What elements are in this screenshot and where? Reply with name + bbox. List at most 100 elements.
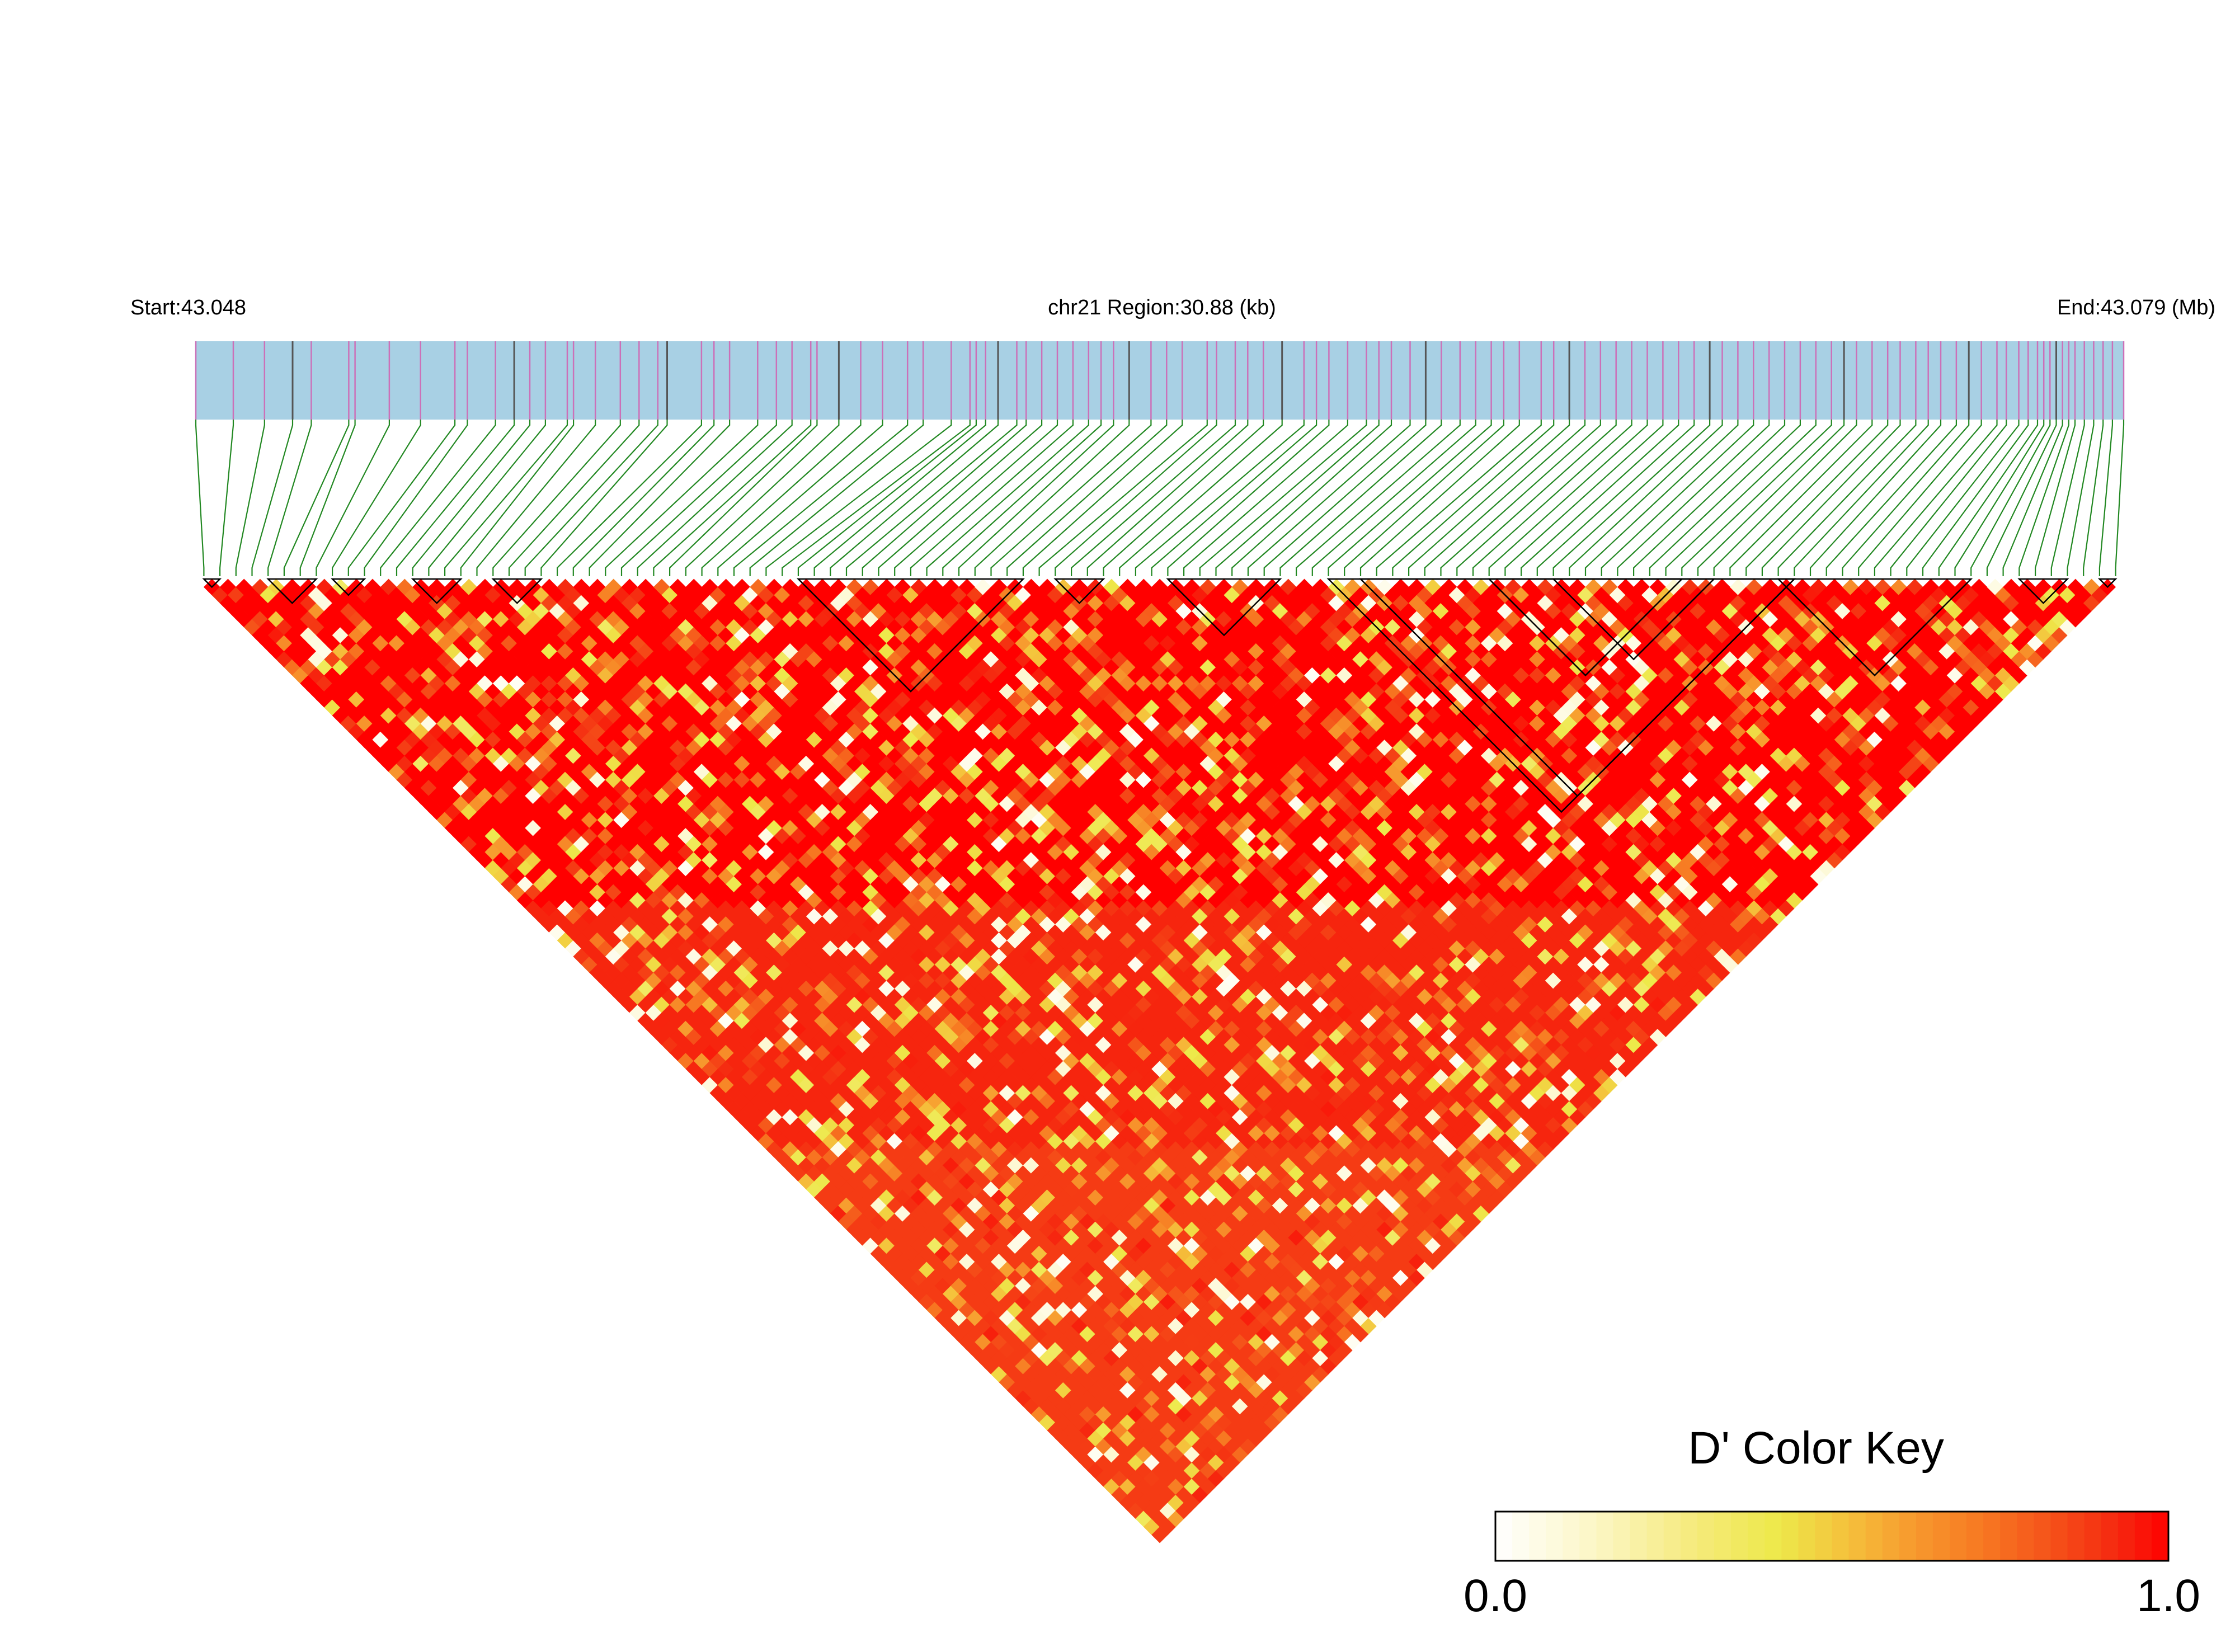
snp-connector xyxy=(1745,420,1889,576)
snp-connector xyxy=(813,420,986,576)
snp-connector xyxy=(1954,420,2045,576)
snp-connector xyxy=(219,420,234,576)
snp-connector xyxy=(1504,420,1664,576)
snp-connector xyxy=(444,420,568,576)
snp-connector xyxy=(1086,420,1249,576)
snp-connector xyxy=(572,420,715,576)
snp-connector xyxy=(1633,420,1786,576)
snp-connector xyxy=(1376,420,1542,576)
snp-connector xyxy=(235,420,265,576)
snp-connector xyxy=(765,420,952,576)
snp-connector xyxy=(1794,420,1929,576)
snp-connector xyxy=(1151,420,1318,576)
snp-position-track xyxy=(195,341,2125,420)
snp-connector xyxy=(1713,420,1857,576)
snp-connector xyxy=(926,420,1089,576)
snp-connector xyxy=(845,420,1018,576)
snp-connector xyxy=(460,420,575,576)
snp-connector xyxy=(396,420,515,576)
snp-connector xyxy=(1167,420,1330,576)
snp-connector xyxy=(316,420,390,576)
region-label: chr21 Region:30.88 (kb) xyxy=(1048,296,1276,319)
snp-connector xyxy=(1199,420,1367,576)
snp-connector xyxy=(332,420,421,576)
snp-connector xyxy=(1472,420,1632,576)
snp-connector xyxy=(1521,420,1679,576)
snp-connector xyxy=(1697,420,1845,576)
snp-connector xyxy=(974,420,1130,576)
snp-connector xyxy=(1729,420,1873,576)
snp-connector xyxy=(2018,420,2069,576)
snp-connector xyxy=(1215,420,1380,576)
snp-connector xyxy=(524,420,658,576)
snp-connector xyxy=(1890,420,2007,576)
snp-connector xyxy=(1279,420,1442,576)
snp-connector xyxy=(589,420,731,576)
snp-connector xyxy=(508,420,640,576)
snp-connector xyxy=(1183,420,1348,576)
snp-connector xyxy=(1359,420,1520,576)
snp-connector xyxy=(942,420,1102,576)
snp-connector xyxy=(637,420,793,576)
snp-connector xyxy=(2083,420,2104,576)
snp-connector xyxy=(1038,420,1208,576)
snp-connector xyxy=(195,420,205,576)
snp-connector xyxy=(749,420,924,576)
end-label: End:43.079 (Mb) xyxy=(2057,296,2215,319)
snp-connector xyxy=(1135,420,1305,576)
snp-connector xyxy=(2098,420,2113,576)
snp-connector xyxy=(1424,420,1586,576)
snp-connector xyxy=(1938,420,2039,576)
snp-connector xyxy=(1055,420,1217,576)
snp-connector xyxy=(1440,420,1601,576)
snp-connector xyxy=(620,420,777,576)
snp-connector xyxy=(1761,420,1901,576)
snp-connector-lines xyxy=(195,420,2125,576)
snp-connector xyxy=(1842,420,1970,576)
snp-connector xyxy=(1922,420,2029,576)
snp-connector xyxy=(701,420,862,576)
snp-connector xyxy=(1311,420,1476,576)
snp-connector xyxy=(733,420,909,576)
snp-connector xyxy=(347,420,456,576)
snp-connector xyxy=(283,420,350,576)
start-label: Start:43.048 xyxy=(130,296,246,319)
snp-connector xyxy=(299,420,356,576)
snp-connector xyxy=(1488,420,1648,576)
snp-connector xyxy=(878,420,1043,576)
snp-connector xyxy=(653,420,812,576)
snp-connector xyxy=(1344,420,1504,576)
snp-connector xyxy=(492,420,621,576)
snp-connector xyxy=(1970,420,2051,576)
snp-connector xyxy=(605,420,759,576)
snp-connector xyxy=(1584,420,1739,576)
snp-connector xyxy=(717,420,883,576)
snp-connector xyxy=(990,420,1152,576)
snp-connector xyxy=(910,420,1074,576)
snp-connector xyxy=(1328,420,1492,576)
snp-connector xyxy=(2050,420,2085,576)
snp-connector xyxy=(1231,420,1392,576)
snp-connector xyxy=(1392,420,1555,576)
snp-connector xyxy=(2067,420,2095,576)
snp-connector xyxy=(1649,420,1801,576)
snp-connector xyxy=(1247,420,1411,576)
snp-connector xyxy=(364,420,468,576)
snp-connector xyxy=(1536,420,1695,576)
snp-connector xyxy=(1022,420,1183,576)
snp-connector xyxy=(830,420,999,576)
snp-connector xyxy=(1552,420,1711,576)
snp-connector xyxy=(1874,420,1998,576)
snp-connector xyxy=(782,420,971,576)
snp-connector xyxy=(2002,420,2063,576)
snp-connector xyxy=(1777,420,1917,576)
snp-connector xyxy=(2035,420,2076,576)
snp-connector xyxy=(267,420,312,576)
snp-connector xyxy=(1906,420,2020,576)
snp-connector xyxy=(669,420,818,576)
snp-connector xyxy=(1071,420,1236,576)
snp-connector xyxy=(412,420,531,576)
snp-connector xyxy=(1569,420,1723,576)
snp-connector xyxy=(1263,420,1427,576)
